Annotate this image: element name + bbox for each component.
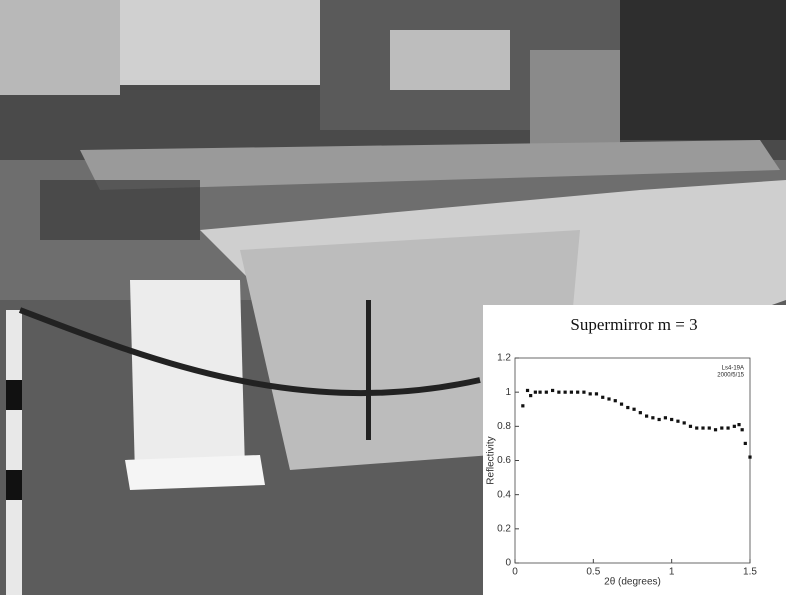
data-point	[576, 390, 580, 394]
data-point	[588, 392, 592, 396]
data-point	[557, 390, 561, 394]
data-point	[651, 416, 655, 420]
data-point	[657, 417, 661, 422]
data-point	[743, 441, 747, 446]
x-tick-label: 1	[669, 567, 675, 578]
y-tick-label: 1	[505, 387, 511, 398]
x-axis-label: 2θ (degrees)	[604, 577, 661, 588]
data-point	[594, 392, 599, 396]
data-point	[613, 399, 617, 403]
data-point	[533, 390, 537, 394]
data-point	[720, 426, 724, 430]
data-point	[626, 405, 630, 410]
chart: Supermirror m = 3 0 0.2 0.4 0.6 0.8 1 1.2 0 0.5 1…	[486, 315, 758, 588]
data-point	[525, 388, 530, 393]
x-tick-label: 0.5	[586, 567, 600, 578]
data-point	[551, 388, 555, 393]
data-point	[563, 390, 567, 394]
data-point	[688, 424, 693, 428]
data-point	[645, 414, 649, 418]
data-point	[670, 417, 674, 422]
data-point	[632, 407, 636, 411]
y-tick-label: 1.2	[497, 353, 511, 364]
data-point	[663, 416, 667, 420]
data-point	[737, 423, 741, 427]
data-point	[740, 428, 744, 432]
y-tick-label: 0	[505, 558, 511, 569]
data-point	[748, 455, 752, 459]
data-point	[538, 390, 542, 394]
data-point	[682, 421, 686, 425]
data-point	[732, 424, 736, 428]
data-point	[521, 404, 525, 408]
data-point	[726, 426, 730, 430]
y-tick-label: 0.8	[497, 421, 511, 432]
data-point	[701, 426, 705, 430]
y-axis-label: Reflectivity	[486, 436, 497, 484]
data-point	[676, 419, 680, 423]
chart-inset	[483, 305, 786, 595]
chart-title: Supermirror m = 3	[570, 315, 697, 334]
data-point	[638, 411, 642, 415]
data-point	[529, 393, 533, 398]
annotation: Ls4-19A	[722, 366, 744, 372]
data-point	[569, 390, 573, 394]
data-point	[601, 395, 605, 399]
y-tick-label: 0.2	[497, 523, 511, 534]
data-point	[619, 402, 624, 406]
data-point	[582, 390, 586, 394]
x-tick-label: 1.5	[743, 567, 757, 578]
data-point	[695, 426, 699, 430]
data-point	[544, 390, 548, 394]
y-tick-label: 0.6	[497, 455, 511, 466]
data-point	[713, 428, 718, 432]
data-point	[607, 397, 611, 401]
annotation: 2000/5/15	[717, 373, 744, 379]
y-tick-label: 0.4	[497, 489, 511, 500]
x-tick-label: 0	[512, 567, 518, 578]
data-point	[707, 426, 711, 430]
